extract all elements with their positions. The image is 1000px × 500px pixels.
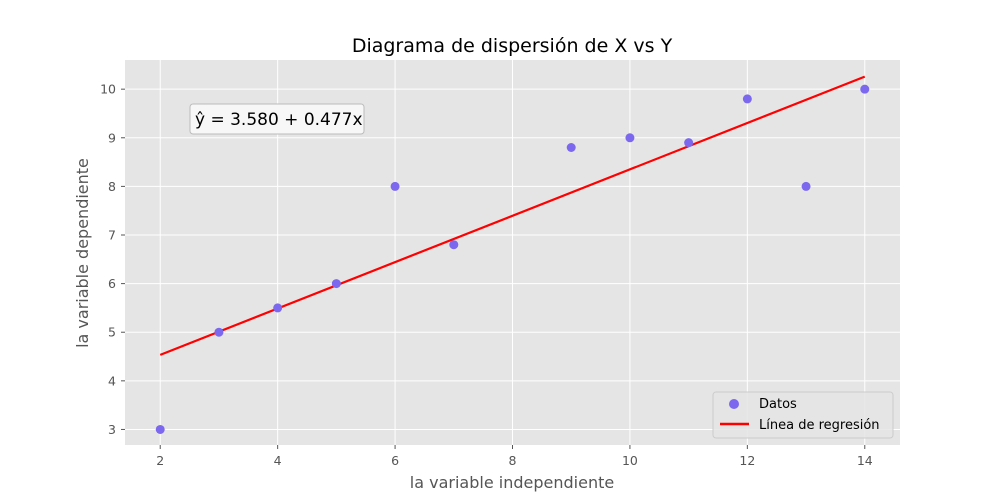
x-tick-label: 12 <box>739 453 755 468</box>
x-axis-title: la variable independiente <box>410 473 614 492</box>
y-tick-label: 3 <box>108 422 116 437</box>
x-tick-label: 6 <box>391 453 399 468</box>
scatter-point <box>566 143 576 152</box>
y-tick-label: 6 <box>108 276 116 291</box>
y-axis-title: la variable dependiente <box>73 158 92 348</box>
x-axis-ticks: 2 4 6 8 10 12 14 <box>156 445 873 468</box>
y-tick-label: 5 <box>108 325 116 340</box>
scatter-point <box>155 424 165 434</box>
annotation-box <box>189 103 365 135</box>
equation-annotation: ŷ = 3.580 + 0.477x <box>189 103 365 135</box>
x-tick-label: 10 <box>622 453 638 468</box>
scatter-point <box>214 327 224 337</box>
scatter-point <box>801 181 811 191</box>
x-tick-label: 4 <box>274 453 282 468</box>
y-tick-label: 7 <box>108 228 116 243</box>
y-tick-label: 8 <box>108 179 116 194</box>
scatter-point <box>449 240 459 250</box>
scatter-point <box>331 279 341 289</box>
legend-label-regresion: Línea de regresión <box>759 418 880 433</box>
annotation-text: ŷ = 3.580 + 0.477x <box>195 110 363 130</box>
legend: Datos Línea de regresión <box>712 391 894 439</box>
grid-lines <box>125 60 900 445</box>
y-tick-label: 4 <box>108 373 116 388</box>
y-tick-label: 9 <box>108 130 116 145</box>
x-tick-label: 8 <box>509 453 517 468</box>
data-points <box>155 84 870 434</box>
scatter-point <box>390 181 400 191</box>
x-tick-label: 14 <box>857 453 873 468</box>
scatter-point <box>860 84 870 94</box>
scatter-point <box>742 94 752 104</box>
legend-box <box>712 391 894 439</box>
legend-label-datos: Datos <box>759 397 797 412</box>
x-tick-label: 2 <box>156 453 164 468</box>
y-tick-label: 10 <box>100 82 116 97</box>
scatter-point <box>684 138 694 148</box>
legend-marker-datos <box>729 399 739 409</box>
y-axis-ticks: 3 4 5 6 7 8 9 10 <box>100 82 125 437</box>
scatter-point <box>625 133 635 143</box>
scatter-point <box>273 303 283 313</box>
chart-title: Diagrama de dispersión de X vs Y <box>352 35 673 57</box>
